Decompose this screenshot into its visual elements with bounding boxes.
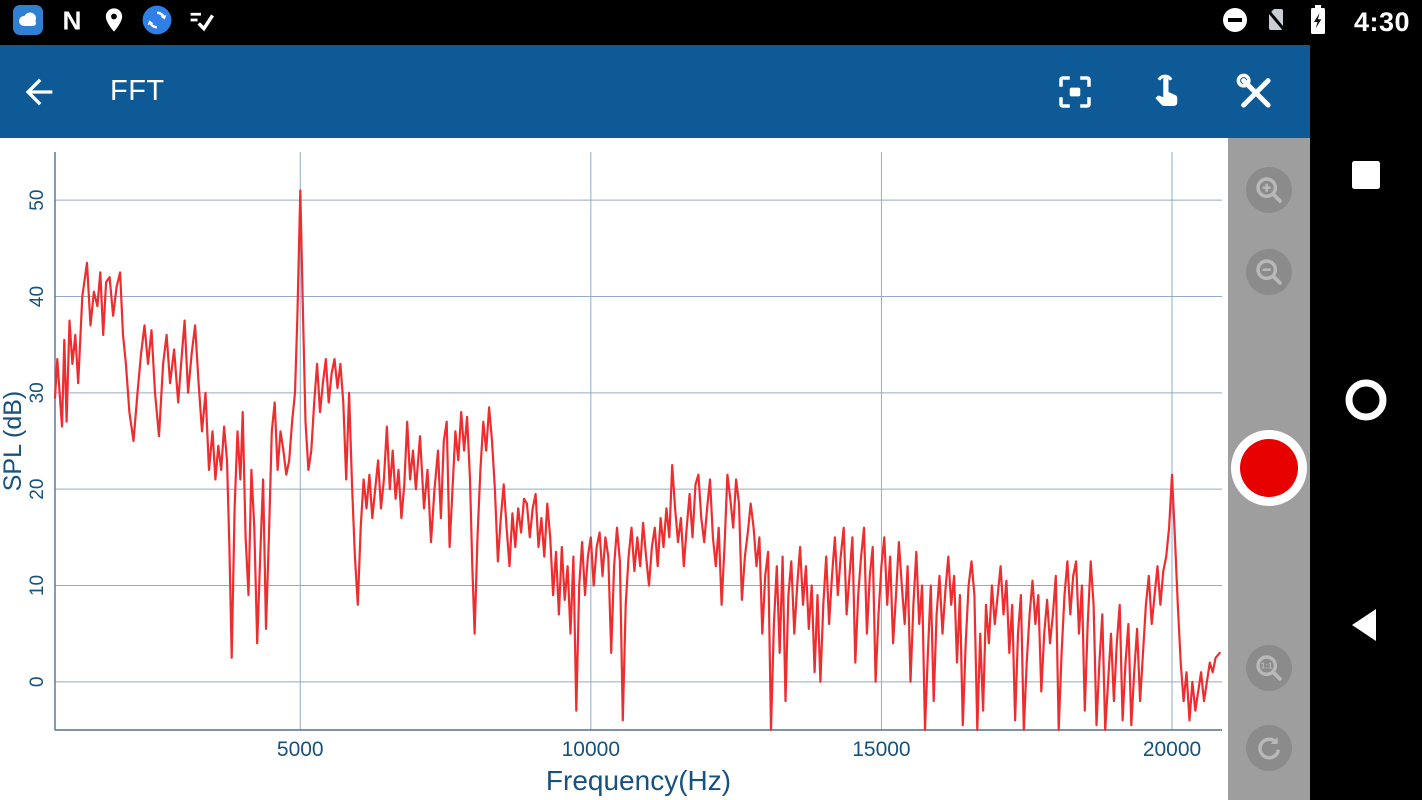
n-app-icon: N bbox=[57, 5, 87, 40]
home-button[interactable] bbox=[1342, 376, 1390, 424]
recents-button[interactable] bbox=[1348, 157, 1384, 193]
fft-trace bbox=[53, 189, 1221, 732]
x-axis-label: Frequency(Hz) bbox=[546, 765, 731, 796]
status-bar: N bbox=[0, 0, 1422, 45]
tools-button[interactable] bbox=[1232, 69, 1278, 115]
n-app-glyph: N bbox=[63, 5, 82, 35]
status-bar-right: 4:30 bbox=[1221, 3, 1410, 42]
record-button-inner bbox=[1240, 439, 1298, 497]
x-tick-label: 15000 bbox=[852, 738, 910, 761]
y-tick-label: 50 bbox=[27, 190, 48, 211]
reset-view-button[interactable] bbox=[1246, 725, 1292, 771]
check-list-icon bbox=[186, 5, 216, 40]
app-window: FFT bbox=[0, 45, 1310, 800]
page-title: FFT bbox=[110, 75, 165, 107]
content-row: 5000 10000 15000 20000 0 10 20 30 40 50 Frequency(… bbox=[0, 138, 1310, 800]
status-bar-left: N bbox=[12, 4, 216, 41]
back-nav-button[interactable] bbox=[1346, 605, 1386, 645]
x-tick-label: 10000 bbox=[562, 738, 620, 761]
zoom-out-button[interactable] bbox=[1246, 249, 1292, 295]
back-button[interactable] bbox=[16, 69, 62, 115]
x-tick-label: 20000 bbox=[1143, 738, 1201, 761]
touch-mode-icon-button[interactable] bbox=[1142, 69, 1188, 115]
zoom-one-to-one-button[interactable]: 1:1 bbox=[1246, 645, 1292, 691]
fft-chart[interactable]: 5000 10000 15000 20000 0 10 20 30 40 50 Frequency(… bbox=[0, 138, 1228, 800]
record-button[interactable] bbox=[1231, 430, 1307, 506]
do-not-disturb-icon bbox=[1221, 6, 1249, 39]
zoom-in-button[interactable] bbox=[1246, 167, 1292, 213]
location-icon bbox=[100, 6, 128, 39]
fft-chart-area[interactable]: 5000 10000 15000 20000 0 10 20 30 40 50 Frequency(… bbox=[0, 138, 1228, 800]
y-tick-label: 30 bbox=[27, 382, 48, 403]
one-to-one-label: 1:1 bbox=[1261, 662, 1273, 671]
x-tick-label: 5000 bbox=[277, 738, 324, 761]
y-axis-label: SPL (dB) bbox=[0, 391, 27, 492]
battery-charging-icon bbox=[1303, 3, 1333, 42]
cloud-app-icon bbox=[12, 4, 44, 41]
toolbar-actions bbox=[1052, 69, 1278, 115]
y-tick-label: 0 bbox=[27, 677, 48, 688]
y-tick-label: 20 bbox=[27, 479, 48, 500]
y-tick-label: 40 bbox=[27, 286, 48, 307]
no-sim-icon bbox=[1262, 6, 1290, 39]
app-toolbar: FFT bbox=[0, 45, 1310, 138]
chart-side-toolbar: 1:1 bbox=[1228, 138, 1310, 800]
clock: 4:30 bbox=[1353, 7, 1410, 37]
fullscreen-button[interactable] bbox=[1052, 69, 1098, 115]
sync-app-icon bbox=[141, 4, 173, 41]
y-tick-label: 10 bbox=[27, 575, 48, 596]
android-nav-bar bbox=[1310, 45, 1422, 800]
